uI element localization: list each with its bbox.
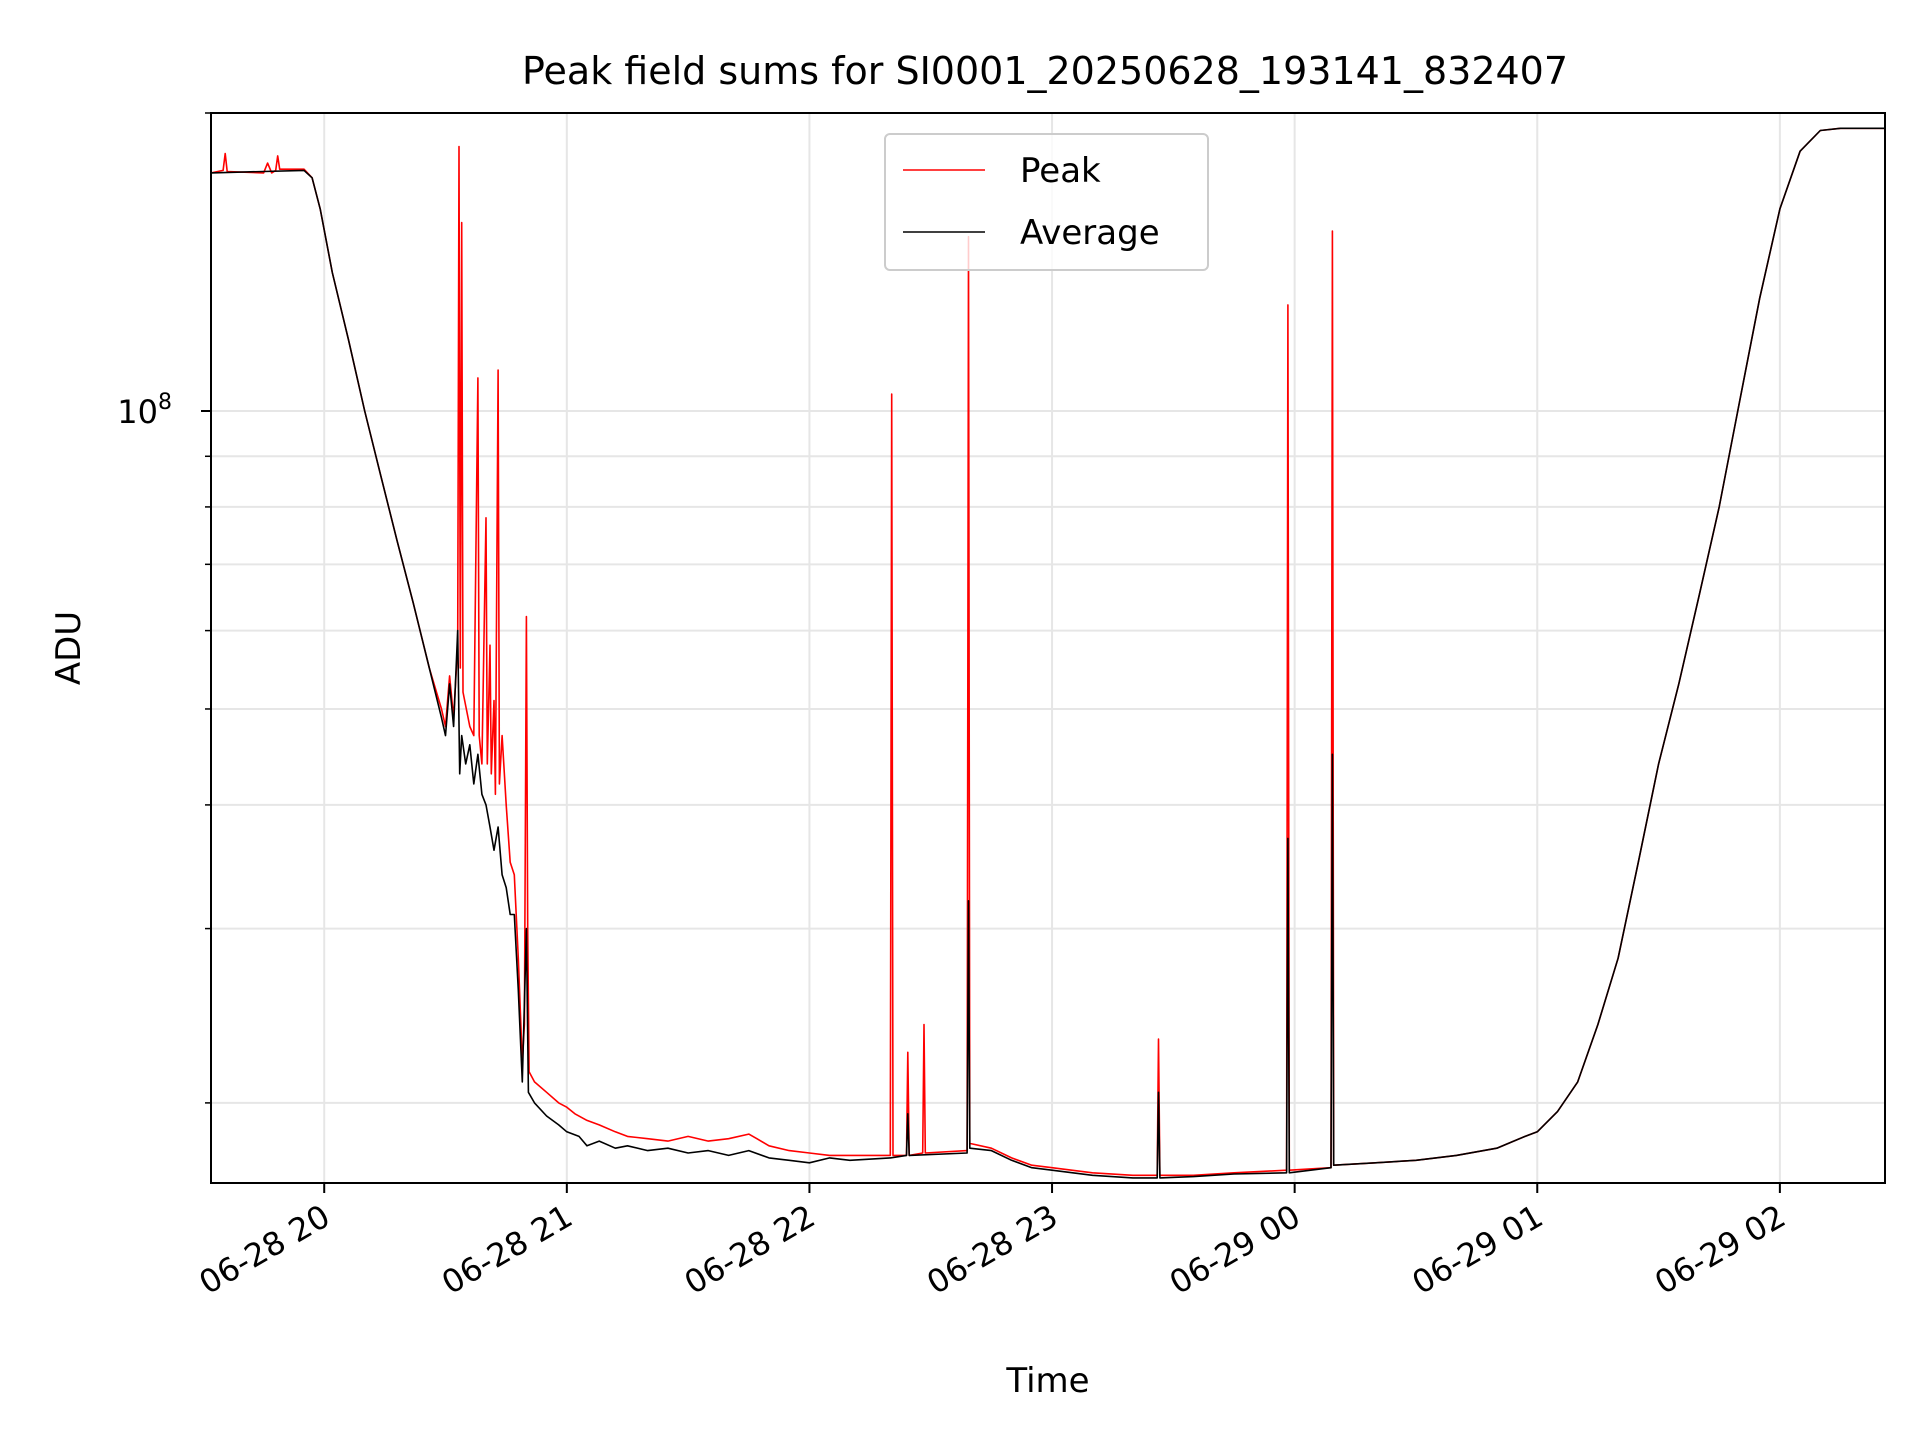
legend-label-average: Average [1020, 213, 1160, 253]
series-line-average [211, 127, 1885, 1179]
series-layer [211, 127, 1885, 1179]
legend: Peak Average [884, 133, 1209, 271]
chart-title: Peak field sums for SI0001_20250628_1931… [522, 49, 1568, 93]
y-tick-label: 108 [117, 390, 172, 431]
legend-label-peak: Peak [1020, 151, 1101, 191]
legend-box [884, 133, 1209, 271]
x-axis-label: Time [1005, 1361, 1089, 1401]
y-axis-label: ADU [49, 611, 89, 685]
grid [211, 112, 1885, 1183]
y-axis: 108 [117, 112, 211, 1104]
plot-frame [210, 112, 1886, 1184]
